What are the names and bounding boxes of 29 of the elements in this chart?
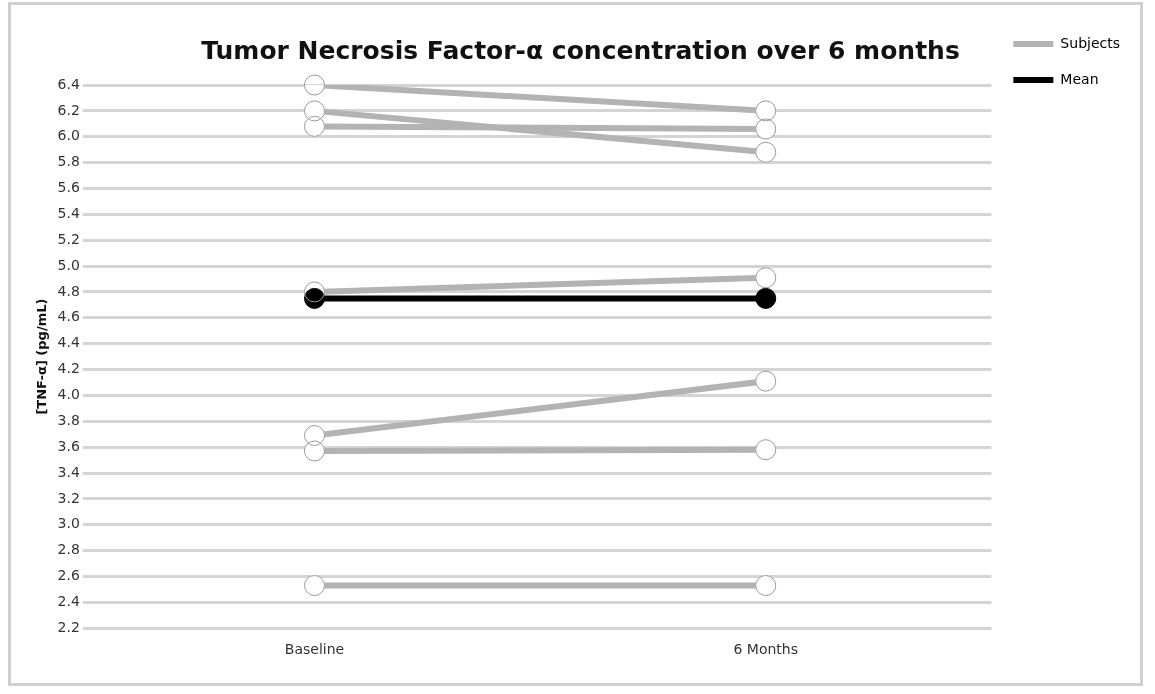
y-tick-label: 4.6 <box>57 308 80 325</box>
y-tick-label: 6.0 <box>57 127 80 144</box>
point <box>755 287 777 309</box>
x-tick-label: Baseline <box>284 641 345 658</box>
y-tick-label: 4.4 <box>57 334 80 351</box>
y-tick-label: 5.8 <box>57 153 80 170</box>
y-tick-label: 3.4 <box>57 463 80 480</box>
y-tick-label: 6.4 <box>57 75 80 92</box>
y-tick-label: 3.8 <box>57 411 80 428</box>
y-tick-label: 2.8 <box>57 541 80 558</box>
legend-label: Mean <box>1060 70 1099 87</box>
y-tick-label: 3.2 <box>57 489 80 506</box>
y-tick-label: 2.4 <box>57 592 80 609</box>
y-tick-label: 5.4 <box>57 204 80 221</box>
y-tick-label: 3.0 <box>57 515 80 532</box>
y-tick-label: 5.6 <box>57 179 80 196</box>
y-tick-label: 5.2 <box>57 230 80 247</box>
y-tick-label: 4.0 <box>57 386 80 403</box>
y-axis-title: [TNF-α] (pg/mL) <box>34 298 50 415</box>
y-tick-label: 4.2 <box>57 360 80 377</box>
y-tick-label: 4.8 <box>57 282 80 299</box>
y-tick-label: 2.2 <box>57 618 80 635</box>
y-tick-label: 3.6 <box>57 437 80 454</box>
y-tick-label: 2.6 <box>57 567 80 584</box>
y-tick-label: 5.0 <box>57 256 80 273</box>
y-tick-label: 6.2 <box>57 101 80 118</box>
legend-label: Subjects <box>1060 34 1121 51</box>
x-tick-label: 6 Months <box>733 641 799 658</box>
chart-title: Tumor Necrosis Factor-α concentration over 6 months <box>201 35 960 65</box>
